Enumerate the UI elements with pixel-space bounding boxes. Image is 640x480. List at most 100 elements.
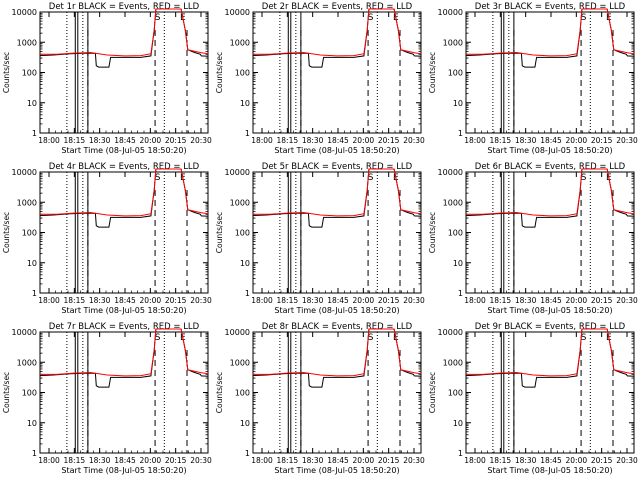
x-axis-label: Start Time (08-Jul-05 18:50:20) [487, 466, 612, 475]
x-tick-label: 18:30 [302, 136, 324, 145]
events-series-line [252, 8, 422, 68]
x-tick-label: 20:15 [591, 136, 613, 145]
panel-title: Det 7r BLACK = Events, RED = LLD [49, 322, 200, 332]
x-axis-label: Start Time (08-Jul-05 18:50:20) [61, 466, 186, 475]
detector-panel: Det 7r BLACK = Events, RED = LLD 10000 100… [2, 322, 212, 475]
panel-title: Det 1r BLACK = Events, RED = LLD [49, 2, 200, 12]
x-tick-label: 20:00 [566, 296, 588, 305]
x-tick-label: 18:00 [251, 296, 273, 305]
y-tick-label: 10000 [12, 8, 37, 17]
panel-title: Det 4r BLACK = Events, RED = LLD [49, 162, 200, 172]
panel-title: Det 8r BLACK = Events, RED = LLD [262, 322, 413, 332]
y-tick-label: 1000 [17, 198, 37, 207]
plot-frame [465, 11, 635, 134]
x-tick-label: 20:15 [378, 456, 400, 465]
y-tick-label: 1 [458, 449, 463, 458]
x-tick-label: 20:00 [140, 296, 162, 305]
x-tick-label: 18:00 [464, 296, 486, 305]
plot-frame [252, 11, 422, 134]
y-tick-label: 1 [32, 289, 37, 298]
y-tick-label: 1 [245, 289, 250, 298]
y-tick-label: 10 [453, 259, 463, 268]
y-tick-label: 1000 [230, 358, 250, 367]
x-axis-label: Start Time (08-Jul-05 18:50:20) [487, 306, 612, 315]
lld-series-line [40, 168, 209, 217]
y-tick-label: 10 [453, 419, 463, 428]
x-tick-label: 20:30 [190, 136, 212, 145]
x-tick-label: 18:30 [515, 456, 537, 465]
x-tick-label: 18:00 [464, 136, 486, 145]
y-axis-label: Counts/sec [428, 212, 437, 253]
y-tick-label: 10 [240, 259, 250, 268]
x-tick-label: 18:30 [515, 136, 537, 145]
panel-title: Det 2r BLACK = Events, RED = LLD [262, 2, 413, 12]
lld-series-line [466, 328, 635, 377]
y-tick-label: 1 [458, 129, 463, 138]
x-tick-label: 20:30 [190, 456, 212, 465]
flag-label-s: S [581, 13, 587, 23]
y-tick-label: 1000 [230, 198, 250, 207]
flag-label-s: S [368, 333, 374, 343]
y-tick-label: 10 [240, 419, 250, 428]
x-tick-label: 20:15 [165, 136, 187, 145]
y-axis-label: Counts/sec [2, 52, 11, 93]
y-tick-label: 10000 [225, 8, 250, 17]
x-tick-label: 18:30 [89, 296, 111, 305]
x-tick-label: 18:15 [277, 456, 299, 465]
lld-series-line [40, 328, 209, 377]
detector-panel: Det 9r BLACK = Events, RED = LLD 10000 100… [428, 322, 638, 475]
x-tick-label: 18:30 [515, 296, 537, 305]
y-tick-label: 100 [235, 69, 250, 78]
plot-frame [39, 171, 209, 294]
x-tick-label: 18:15 [277, 296, 299, 305]
x-tick-label: 20:15 [165, 456, 187, 465]
y-tick-label: 10 [27, 259, 37, 268]
y-axis-label: Counts/sec [428, 372, 437, 413]
flag-label-s: S [581, 333, 587, 343]
y-axis-label: Counts/sec [2, 372, 11, 413]
x-tick-label: 18:45 [540, 296, 562, 305]
panel-title: Det 9r BLACK = Events, RED = LLD [475, 322, 626, 332]
plot-frame [252, 331, 422, 454]
detector-panel: Det 6r BLACK = Events, RED = LLD 10000 100… [428, 162, 638, 315]
events-series-line [465, 328, 635, 388]
detector-panel: Det 8r BLACK = Events, RED = LLD 10000 100… [215, 322, 425, 475]
lld-series-line [40, 8, 209, 57]
y-tick-label: 1000 [443, 198, 463, 207]
y-tick-label: 1000 [443, 38, 463, 47]
x-tick-label: 20:15 [591, 456, 613, 465]
x-tick-label: 18:15 [490, 296, 512, 305]
x-tick-label: 18:45 [114, 296, 136, 305]
x-tick-label: 20:30 [616, 296, 638, 305]
x-tick-label: 18:45 [327, 296, 349, 305]
x-tick-label: 18:45 [327, 136, 349, 145]
x-tick-label: 20:30 [403, 296, 425, 305]
y-tick-label: 100 [22, 229, 37, 238]
plot-frame [465, 331, 635, 454]
x-tick-label: 18:45 [114, 456, 136, 465]
plot-frame [39, 331, 209, 454]
events-series-line [465, 168, 635, 228]
events-series-line [252, 168, 422, 228]
x-tick-label: 18:15 [490, 136, 512, 145]
y-tick-label: 1 [458, 289, 463, 298]
y-axis-label: Counts/sec [2, 212, 11, 253]
panel-title: Det 6r BLACK = Events, RED = LLD [475, 162, 626, 172]
y-tick-label: 10000 [12, 328, 37, 337]
y-tick-label: 10000 [225, 328, 250, 337]
x-axis-label: Start Time (08-Jul-05 18:50:20) [487, 146, 612, 155]
x-tick-label: 18:30 [302, 456, 324, 465]
y-tick-label: 1 [245, 449, 250, 458]
y-tick-label: 10 [27, 99, 37, 108]
lld-series-line [466, 168, 635, 217]
x-tick-label: 18:00 [38, 136, 60, 145]
x-tick-label: 20:00 [353, 456, 375, 465]
x-tick-label: 18:15 [64, 136, 86, 145]
flag-label-s: S [155, 173, 161, 183]
y-tick-label: 10000 [438, 328, 463, 337]
x-tick-label: 20:00 [140, 456, 162, 465]
y-tick-label: 1000 [17, 38, 37, 47]
y-tick-label: 100 [235, 229, 250, 238]
y-axis-label: Counts/sec [215, 212, 224, 253]
x-tick-label: 18:15 [277, 136, 299, 145]
